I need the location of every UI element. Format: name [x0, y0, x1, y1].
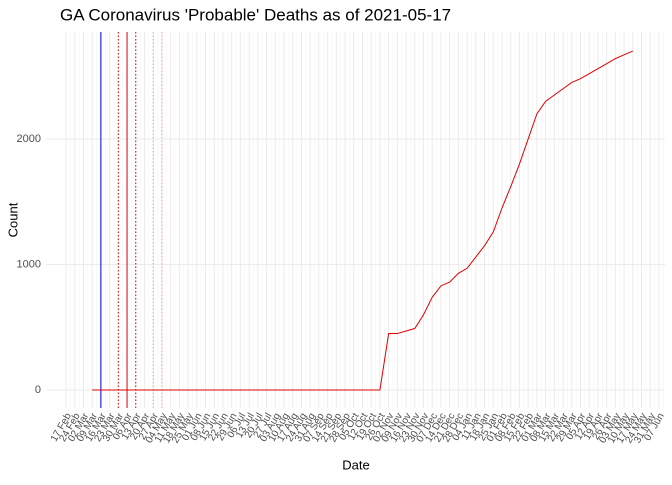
y-axis-label: Count: [5, 202, 20, 237]
y-tick-label: 1000: [17, 258, 41, 270]
y-tick-label: 0: [35, 384, 41, 396]
x-axis-label: Date: [342, 457, 369, 472]
chart-title: GA Coronavirus 'Probable' Deaths as of 2…: [60, 5, 451, 24]
y-tick-label: 2000: [17, 133, 41, 145]
line-series: [92, 50, 633, 391]
